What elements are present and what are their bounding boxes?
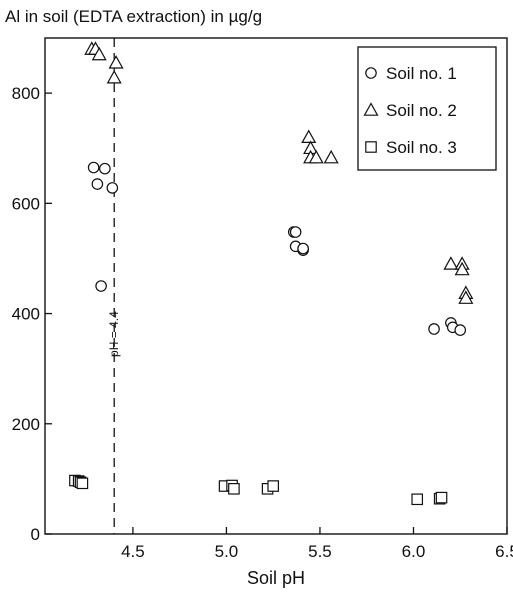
- data-point-circle: [428, 323, 440, 335]
- y-tick-label: 200: [12, 415, 40, 434]
- legend-marker-circle: [365, 67, 377, 79]
- legend-marker-triangle: [363, 102, 379, 116]
- legend-label: Soil no. 2: [386, 101, 457, 120]
- x-axis-label: Soil pH: [247, 568, 305, 588]
- data-point-circle: [454, 324, 467, 336]
- legend-label: Soil no. 1: [386, 64, 457, 83]
- y-tick-label: 800: [12, 84, 40, 103]
- data-point-triangle: [323, 149, 339, 164]
- data-point-square: [267, 480, 279, 492]
- reference-line-label: pH = 4.4: [107, 311, 121, 357]
- legend-box: [357, 46, 497, 171]
- data-points: [69, 41, 474, 506]
- y-tick-label: 400: [12, 305, 40, 324]
- data-point-triangle: [458, 290, 474, 304]
- y-axis: 0 200 400 600 800: [12, 84, 52, 544]
- data-point-square: [411, 493, 424, 506]
- data-point-triangle: [91, 46, 107, 61]
- x-tick-label: 6.5: [495, 542, 513, 561]
- plot-frame: [44, 37, 508, 535]
- x-axis: 4.5 5.0 5.5 6.0 6.5: [121, 527, 513, 561]
- data-point-circle: [289, 226, 302, 238]
- legend-label: Soil no. 3: [386, 138, 457, 157]
- data-point-circle: [91, 178, 104, 190]
- data-point-circle: [99, 162, 111, 175]
- data-point-square: [76, 477, 89, 490]
- data-point-triangle: [308, 149, 324, 164]
- x-tick-label: 4.5: [121, 542, 145, 561]
- y-tick-label: 600: [12, 194, 40, 213]
- x-tick-label: 5.5: [308, 542, 332, 561]
- y-tick-label: 0: [31, 525, 40, 544]
- x-tick-label: 6.0: [402, 542, 426, 561]
- legend: Soil no. 1 Soil no. 2 Soil no. 3: [357, 46, 497, 171]
- data-point-triangle: [443, 256, 459, 270]
- chart-title: Al in soil (EDTA extraction) in µg/g: [5, 7, 262, 26]
- data-point-triangle: [301, 129, 317, 143]
- data-point-circle: [87, 161, 100, 174]
- legend-marker-square: [365, 141, 377, 153]
- x-tick-label: 5.0: [215, 542, 239, 561]
- data-point-circle: [297, 242, 309, 255]
- data-point-triangle: [108, 55, 124, 69]
- data-point-circle: [95, 280, 107, 292]
- data-point-square: [435, 491, 448, 504]
- data-point-triangle: [454, 261, 470, 276]
- data-point-square: [228, 483, 240, 495]
- data-point-circle: [106, 182, 119, 194]
- data-point-triangle: [106, 69, 122, 84]
